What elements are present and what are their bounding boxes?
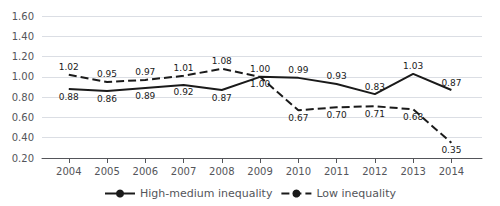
svg-text:2004: 2004: [56, 166, 81, 177]
svg-text:0.89: 0.89: [135, 91, 155, 101]
svg-text:0.83: 0.83: [365, 82, 385, 92]
svg-text:2009: 2009: [247, 166, 272, 177]
svg-text:2014: 2014: [439, 166, 464, 177]
svg-text:2013: 2013: [400, 166, 425, 177]
svg-text:0.60: 0.60: [12, 112, 34, 123]
svg-text:0.97: 0.97: [135, 67, 155, 77]
svg-text:0.86: 0.86: [97, 94, 117, 104]
svg-text:0.70: 0.70: [327, 110, 347, 120]
svg-text:0.80: 0.80: [12, 92, 34, 103]
svg-text:2008: 2008: [209, 166, 234, 177]
svg-text:2012: 2012: [362, 166, 387, 177]
svg-text:1.01: 1.01: [174, 63, 194, 73]
svg-text:0.92: 0.92: [174, 87, 194, 97]
svg-text:0.99: 0.99: [288, 65, 308, 75]
svg-text:0.88: 0.88: [59, 92, 79, 102]
svg-text:0.40: 0.40: [12, 132, 34, 143]
svg-text:1.40: 1.40: [12, 31, 34, 42]
svg-text:0.67: 0.67: [288, 113, 308, 123]
svg-text:1.00: 1.00: [250, 79, 270, 89]
svg-text:0.35: 0.35: [441, 145, 461, 155]
svg-text:0.93: 0.93: [327, 71, 347, 81]
svg-text:2006: 2006: [133, 166, 158, 177]
svg-text:0.20: 0.20: [12, 153, 34, 164]
svg-text:High-medium inequality: High-medium inequality: [140, 187, 273, 200]
svg-text:1.02: 1.02: [59, 62, 79, 72]
svg-text:Low inequality: Low inequality: [316, 187, 396, 200]
svg-text:1.00: 1.00: [250, 64, 270, 74]
svg-text:1.00: 1.00: [12, 71, 34, 82]
svg-text:1.20: 1.20: [12, 51, 34, 62]
svg-text:2011: 2011: [324, 166, 349, 177]
svg-text:0.95: 0.95: [97, 69, 117, 79]
svg-text:1.60: 1.60: [12, 11, 34, 22]
svg-text:0.68: 0.68: [403, 112, 423, 122]
svg-text:0.87: 0.87: [212, 93, 232, 103]
svg-text:1.03: 1.03: [403, 61, 423, 71]
svg-text:1.08: 1.08: [212, 56, 232, 66]
svg-text:2007: 2007: [171, 166, 196, 177]
svg-text:0.71: 0.71: [365, 109, 385, 119]
svg-text:0.87: 0.87: [441, 78, 461, 88]
svg-text:2005: 2005: [94, 166, 119, 177]
svg-text:2010: 2010: [286, 166, 311, 177]
